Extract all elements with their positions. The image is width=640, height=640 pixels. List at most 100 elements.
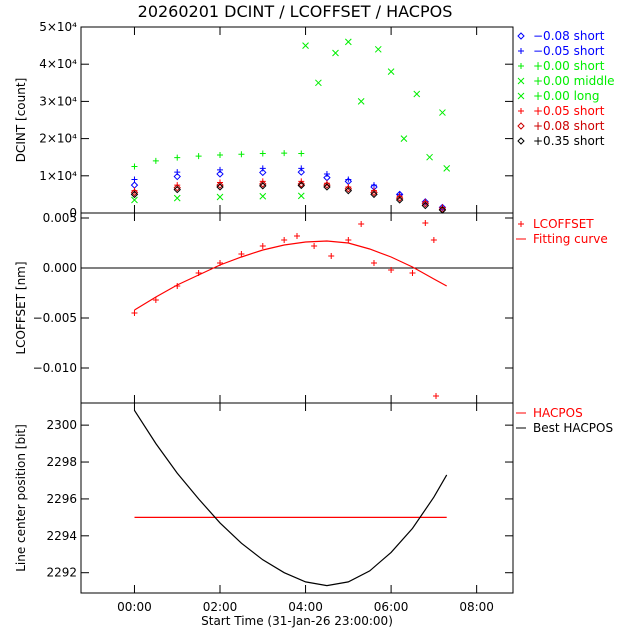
x-tick-label: 06:00: [374, 600, 409, 614]
data-point: [130, 181, 139, 189]
data-point: [259, 182, 267, 190]
data-point: [259, 192, 267, 200]
legend-symbol-r2: [517, 122, 525, 130]
data-point: [297, 180, 305, 188]
series-b2: [131, 165, 446, 211]
data-point: [216, 181, 224, 189]
legend-symbol-g1: [518, 63, 524, 69]
lcoffset-x-ticks: [133, 213, 478, 403]
data-point: [400, 135, 408, 142]
hacpos-panel: 2292 2294 2296 2298 2300 00:00 02:00 04:00 06:0…: [14, 402, 613, 628]
lcoffset-y-label: LCOFFSET [nm]: [14, 261, 28, 354]
y-tick-label: 0.000: [43, 261, 77, 275]
data-point: [173, 185, 181, 194]
y-tick-label: 4×10⁴: [39, 57, 77, 71]
data-point: [395, 194, 404, 202]
data-point: [217, 151, 224, 158]
data-point: [294, 233, 300, 239]
data-point: [298, 150, 305, 157]
data-point: [216, 193, 224, 201]
data-point: [323, 181, 331, 189]
data-point: [281, 237, 288, 243]
data-point: [216, 170, 224, 178]
data-point: [130, 188, 139, 197]
data-point: [173, 194, 181, 202]
legend-symbol-k1: [517, 137, 525, 145]
data-point: [344, 38, 352, 46]
legend-label-g1: +0.00 short: [533, 59, 605, 73]
data-point: [396, 193, 403, 200]
y-tick-label: 5×10⁴: [39, 20, 77, 34]
data-point: [439, 109, 446, 116]
dcint-y-label: DCINT [count]: [14, 78, 28, 163]
data-point: [302, 42, 309, 49]
data-point: [345, 237, 352, 243]
x-tick-label: 04:00: [288, 600, 323, 614]
data-point: [259, 180, 267, 188]
data-point: [357, 98, 365, 105]
dcint-panel: 0 1×10⁴ 2×10⁴ 3×10⁴ 4×10⁴ 5×10⁴ DCINT [count]…: [14, 20, 615, 220]
data-point: [413, 90, 421, 98]
data-point: [345, 176, 352, 183]
data-point: [344, 185, 353, 193]
legend-symbol-r1: [518, 108, 524, 114]
legend-label-hac: HACPOS: [533, 406, 583, 420]
data-point: [259, 150, 266, 157]
y-tick-label: 2×10⁴: [39, 132, 77, 146]
data-point: [195, 153, 202, 160]
data-point: [297, 181, 305, 190]
data-point: [422, 220, 429, 226]
legend-label-r1: +0.05 short: [533, 104, 605, 118]
data-point: [387, 68, 395, 75]
data-point: [216, 183, 224, 191]
data-point: [281, 150, 288, 157]
data-point: [131, 176, 138, 183]
legend-label-k1: +0.35 short: [533, 134, 605, 148]
y-tick-label: 0.005: [43, 211, 77, 225]
data-point: [443, 165, 451, 172]
data-point: [217, 166, 224, 173]
data-point: [421, 199, 430, 208]
y-tick-label: 1×10⁴: [39, 169, 77, 183]
data-point: [238, 251, 245, 257]
legend-symbol-b1: [517, 32, 525, 40]
legend-label-g2: +0.00 middle: [533, 74, 615, 88]
data-point: [152, 157, 159, 164]
figure-title: 20260201 DCINT / LCOFFSET / HACPOS: [138, 2, 453, 21]
x-tick-label: 08:00: [459, 600, 494, 614]
x-axis-label: Start Time (31-Jan-26 23:00:00): [201, 614, 393, 628]
data-point: [395, 196, 404, 204]
data-point: [332, 49, 339, 57]
data-point: [131, 163, 138, 170]
series-r2: [130, 180, 447, 213]
data-point: [422, 198, 429, 205]
data-point: [323, 180, 330, 187]
legend-label-b2: −0.05 short: [533, 44, 605, 58]
data-point: [388, 267, 395, 273]
data-point: [430, 237, 437, 243]
hacpos-plot-area: [133, 410, 448, 587]
hacpos-y-ticks: 2292 2294 2296 2298 2300: [46, 418, 513, 580]
legend-label-lc: LCOFFSET: [533, 217, 594, 231]
data-point: [421, 201, 430, 210]
legend-label-b1: −0.08 short: [533, 29, 605, 43]
data-point: [370, 260, 377, 266]
y-tick-label: 2292: [46, 566, 77, 580]
dcint-axes-frame: [80, 26, 514, 214]
dcint-y-ticks: 0 1×10⁴ 2×10⁴ 3×10⁴ 4×10⁴ 5×10⁴: [39, 20, 513, 220]
y-tick-label: 2300: [46, 418, 77, 432]
data-point: [344, 186, 353, 195]
y-tick-label: 0: [69, 206, 77, 220]
data-point: [433, 393, 440, 399]
data-point: [311, 243, 318, 249]
lcoffset-plot-area: [81, 220, 513, 399]
data-point: [174, 154, 181, 161]
data-point: [323, 170, 330, 177]
series-g2: [302, 38, 451, 172]
data-point: [370, 187, 377, 194]
data-point: [323, 183, 331, 191]
data-point: [328, 253, 335, 259]
legend-label-best: Best HACPOS: [533, 421, 613, 435]
data-point: [315, 79, 322, 87]
data-point: [426, 153, 433, 161]
